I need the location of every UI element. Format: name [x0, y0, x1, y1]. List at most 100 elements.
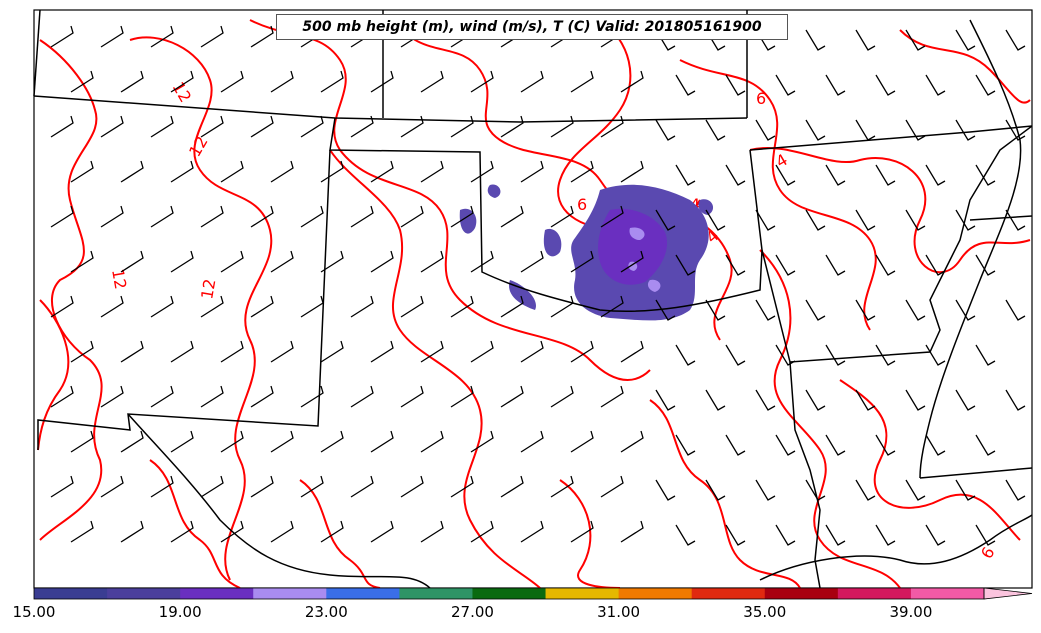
wind-barb-icon	[520, 160, 544, 183]
wind-barb-icon	[170, 520, 194, 543]
wind-barb-icon	[120, 160, 144, 183]
wind-barb-icon	[270, 160, 294, 183]
wind-barb-icon	[655, 119, 676, 141]
wind-barb-icon	[905, 389, 926, 411]
wind-barb-icon	[805, 479, 826, 501]
wind-barb-icon	[570, 430, 594, 453]
wind-barb-icon	[500, 115, 524, 138]
wind-barb-icon	[170, 340, 194, 363]
wind-barb-icon	[320, 340, 344, 363]
wind-barb-icon	[620, 250, 644, 273]
colorbar-segment	[764, 588, 839, 599]
wind-barb-icon	[170, 430, 194, 453]
wind-barb-icon	[420, 520, 444, 543]
wind-barb-icon	[570, 250, 594, 273]
wind-barb-icon	[470, 160, 494, 183]
wind-barb-icon	[100, 205, 124, 228]
wind-barb-icon	[420, 250, 444, 273]
wind-barb-icon	[755, 209, 776, 231]
wind-barb-icon	[220, 160, 244, 183]
wind-barb-icon	[825, 74, 846, 96]
wind-barb-icon	[600, 115, 624, 138]
wind-barb-icon	[270, 430, 294, 453]
wind-barb-icon	[220, 70, 244, 93]
colorbar	[33, 587, 1033, 600]
wind-barb-icon	[620, 70, 644, 93]
wind-barb-icon	[775, 524, 796, 546]
wind-barb-icon	[470, 520, 494, 543]
wind-barb-icon	[725, 434, 746, 456]
wind-barb-icon	[70, 520, 94, 543]
wind-barb-icon	[150, 295, 174, 318]
colorbar-segment	[545, 588, 620, 599]
wind-barb-icon	[725, 164, 746, 186]
wind-barb-icon	[975, 164, 996, 186]
wind-barb-icon	[420, 430, 444, 453]
wind-barb-icon	[775, 434, 796, 456]
wind-barb-icon	[855, 389, 876, 411]
wind-barb-icon	[620, 520, 644, 543]
wind-barb-icon	[370, 160, 394, 183]
wind-barb-icon	[855, 299, 876, 321]
wind-barb-icon	[825, 434, 846, 456]
wind-barb-icon	[825, 164, 846, 186]
wind-barb-icon	[805, 389, 826, 411]
wind-barb-icon	[270, 70, 294, 93]
wind-barb-icon	[400, 115, 424, 138]
wind-barb-icon	[675, 344, 696, 366]
wind-barb-icon	[725, 254, 746, 276]
wind-barb-icon	[50, 295, 74, 318]
wind-barb-icon	[450, 385, 474, 408]
colorbar-frame	[33, 587, 985, 600]
wind-barb-icon	[370, 250, 394, 273]
wind-barb-icon	[705, 209, 726, 231]
wind-barb-icon	[725, 524, 746, 546]
wind-barb-icon	[300, 205, 324, 228]
wind-barb-icon	[100, 25, 124, 48]
wind-barb-icon	[70, 430, 94, 453]
wind-barb-icon	[320, 160, 344, 183]
wind-barb-icon	[370, 340, 394, 363]
wind-barb-icon	[975, 254, 996, 276]
wind-barb-icon	[705, 389, 726, 411]
wind-barb-icon	[705, 119, 726, 141]
wind-barb-icon	[955, 209, 976, 231]
wind-barb-icon	[805, 119, 826, 141]
contour-label: 12	[197, 277, 219, 300]
wind-barb-icon	[1005, 29, 1026, 51]
wind-barb-icon	[170, 250, 194, 273]
wind-barb-icon	[805, 29, 826, 51]
wind-barb-icon	[220, 430, 244, 453]
wind-barb-icon	[70, 160, 94, 183]
wind-barb-icon	[905, 299, 926, 321]
wind-barb-icon	[250, 25, 274, 48]
wind-barb-icon	[905, 119, 926, 141]
wind-barb-icon	[520, 250, 544, 273]
wind-barb-icon	[905, 209, 926, 231]
wind-barb-icon	[975, 74, 996, 96]
wind-barbs	[50, 25, 1026, 546]
wind-barb-icon	[550, 385, 574, 408]
wind-barb-icon	[50, 385, 74, 408]
wind-barb-icon	[955, 479, 976, 501]
wind-barb-icon	[200, 385, 224, 408]
wind-barb-icon	[520, 70, 544, 93]
wind-barb-icon	[150, 385, 174, 408]
wind-barb-icon	[855, 209, 876, 231]
wind-barb-icon	[450, 295, 474, 318]
wind-barb-icon	[1005, 119, 1026, 141]
wind-barb-icon	[600, 475, 624, 498]
wind-barb-icon	[955, 389, 976, 411]
wind-barb-icon	[320, 520, 344, 543]
wind-barb-icon	[675, 164, 696, 186]
wind-barb-icon	[320, 70, 344, 93]
wind-barb-icon	[100, 115, 124, 138]
wind-barb-icon	[955, 119, 976, 141]
wind-barb-icon	[975, 344, 996, 366]
wind-barb-icon	[925, 344, 946, 366]
wind-barb-icon	[70, 250, 94, 273]
wind-barb-icon	[200, 25, 224, 48]
wind-barb-icon	[875, 524, 896, 546]
wind-barb-icon	[150, 205, 174, 228]
wind-barb-icon	[925, 164, 946, 186]
